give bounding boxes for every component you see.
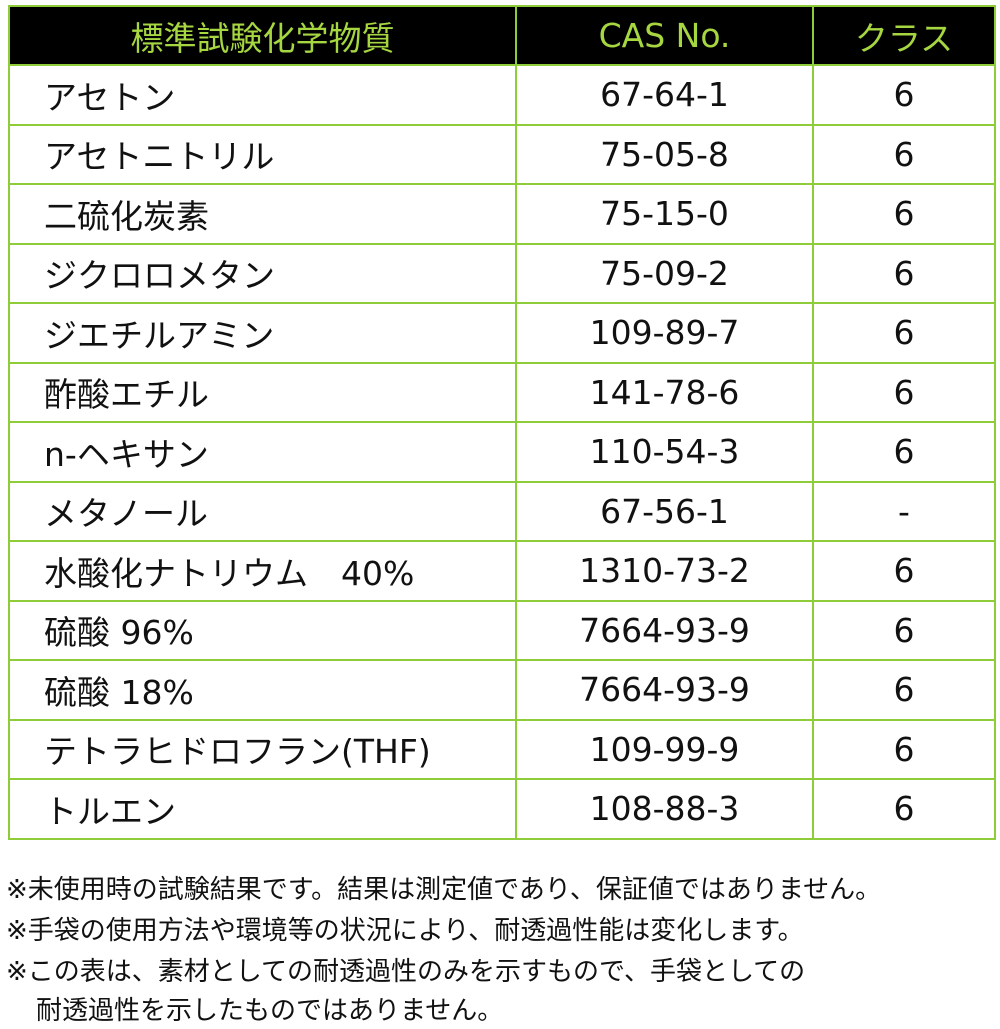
table-row: 硫酸 96% 7664-93-9 6 [8, 599, 996, 661]
table-cell: 109-99-9 [515, 718, 814, 780]
table-cell: 6 [812, 242, 996, 304]
table-cell: 67-56-1 [515, 480, 814, 542]
table-cell: メタノール [8, 480, 517, 542]
table-cell: 110-54-3 [515, 421, 814, 483]
table-row: ジクロロメタン 75-09-2 6 [8, 242, 996, 304]
table-cell: 109-89-7 [515, 302, 814, 364]
table-cell: 6 [812, 599, 996, 661]
table-cell: ジエチルアミン [8, 302, 517, 364]
table-cell: 二硫化炭素 [8, 183, 517, 245]
table-row: メタノール 67-56-1- [8, 480, 996, 542]
note: ※手袋の使用方法や環境等の状況により、耐透過性能は変化します。 [6, 916, 804, 946]
header-row: 標準試験化学物質 CAS No. クラス [8, 5, 996, 66]
table-cell: 6 [812, 361, 996, 423]
header-cell: 標準試験化学物質 [8, 5, 517, 66]
note: ※この表は、素材としての耐透過性のみを示すもので、手袋としての [6, 957, 806, 987]
table-cell: 141-78-6 [515, 361, 814, 423]
table-cell: 75-09-2 [515, 242, 814, 304]
table-cell: トルエン [8, 778, 517, 840]
table-cell: - [812, 480, 996, 542]
table-row: テトラヒドロフラン(THF) 109-99-9 6 [8, 718, 996, 780]
table-row: アセトン 67-64-1 6 [8, 64, 996, 126]
table-cell: アセトニトリル [8, 123, 517, 185]
table-cell: n-ヘキサン [8, 421, 517, 483]
table-row: n-ヘキサン 110-54-3 6 [8, 421, 996, 483]
table-row: 硫酸 18% 7664-93-9 6 [8, 659, 996, 721]
table-cell: 6 [812, 718, 996, 780]
table-cell: 6 [812, 421, 996, 483]
table-cell: 7664-93-9 [515, 659, 814, 721]
table-cell: ジクロロメタン [8, 242, 517, 304]
chemical-table: 標準試験化学物質 CAS No. クラス アセトン 67-64-1 6 アセトニトリル 75… [8, 5, 996, 840]
table-cell: 108-88-3 [515, 778, 814, 840]
table-cell: 硫酸 18% [8, 659, 517, 721]
table-cell: 6 [812, 123, 996, 185]
table-cell: 6 [812, 659, 996, 721]
note: ※未使用時の試験結果です。結果は測定値であり、保証値ではありません。 [6, 875, 882, 905]
notes: ※未使用時の試験結果です。結果は測定値であり、保証値ではありません。 ※手袋の使用… [6, 870, 998, 1029]
table-cell: テトラヒドロフラン(THF) [8, 718, 517, 780]
table-cell: アセトン [8, 64, 517, 126]
table-cell: 67-64-1 [515, 64, 814, 126]
table-cell: 硫酸 96% [8, 599, 517, 661]
table-row: トルエン 108-88-3 6 [8, 778, 996, 840]
table-cell: 6 [812, 778, 996, 840]
table-cell: 75-05-8 [515, 123, 814, 185]
table-cell: 75-15-0 [515, 183, 814, 245]
table-row: 二硫化炭素 75-15-0 6 [8, 183, 996, 245]
table-row: ジエチルアミン 109-89-7 6 [8, 302, 996, 364]
table-cell: 6 [812, 64, 996, 126]
table-cell: 水酸化ナトリウム 40% [8, 540, 517, 602]
table-cell: 6 [812, 302, 996, 364]
table-cell: 6 [812, 183, 996, 245]
table-row: 酢酸エチル 141-78-6 6 [8, 361, 996, 423]
table-cell: 7664-93-9 [515, 599, 814, 661]
header-cell: クラス [812, 5, 996, 66]
table-cell: 6 [812, 540, 996, 602]
note: 耐透過性を示したものではありません。 [36, 996, 504, 1026]
header-cell: CAS No. [515, 5, 814, 66]
table-cell: 1310-73-2 [515, 540, 814, 602]
table-cell: 酢酸エチル [8, 361, 517, 423]
table-row: アセトニトリル 75-05-8 6 [8, 123, 996, 185]
table-row: 水酸化ナトリウム 40% 1310-73-2 6 [8, 540, 996, 602]
